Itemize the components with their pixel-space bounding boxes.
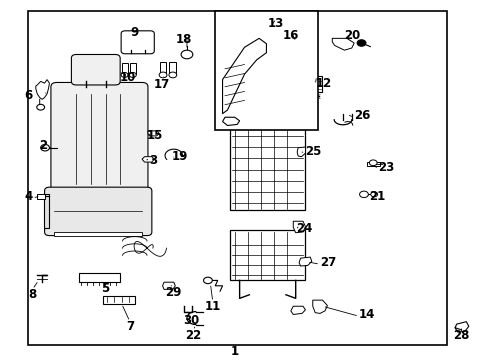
- Polygon shape: [297, 147, 305, 157]
- FancyBboxPatch shape: [51, 82, 148, 195]
- Circle shape: [293, 39, 301, 45]
- Polygon shape: [37, 194, 44, 199]
- Text: 17: 17: [153, 78, 169, 91]
- Polygon shape: [54, 232, 142, 235]
- Text: 23: 23: [378, 161, 394, 174]
- Circle shape: [368, 160, 376, 166]
- Bar: [366, 162, 379, 166]
- FancyBboxPatch shape: [44, 187, 152, 235]
- Text: 16: 16: [282, 30, 298, 42]
- Circle shape: [203, 277, 212, 284]
- Circle shape: [159, 72, 166, 78]
- Text: 25: 25: [305, 145, 321, 158]
- Text: 30: 30: [183, 315, 199, 328]
- Circle shape: [129, 72, 136, 77]
- FancyBboxPatch shape: [71, 54, 120, 85]
- Circle shape: [168, 72, 176, 78]
- Circle shape: [41, 144, 49, 151]
- Text: 21: 21: [368, 190, 385, 203]
- Bar: [27, 12, 446, 345]
- Bar: [229, 107, 305, 211]
- Text: 22: 22: [185, 329, 201, 342]
- Polygon shape: [148, 131, 159, 136]
- Circle shape: [121, 72, 128, 77]
- Polygon shape: [299, 257, 311, 266]
- Polygon shape: [43, 194, 49, 228]
- Bar: [103, 296, 135, 304]
- Bar: [229, 230, 305, 280]
- Bar: [79, 273, 120, 282]
- Polygon shape: [454, 321, 468, 332]
- Bar: [169, 62, 176, 74]
- Text: 15: 15: [147, 129, 163, 142]
- Text: 2: 2: [39, 139, 47, 152]
- Text: 5: 5: [101, 282, 109, 295]
- Text: 13: 13: [267, 17, 284, 30]
- Text: 3: 3: [149, 154, 157, 167]
- Circle shape: [356, 40, 365, 46]
- Polygon shape: [222, 117, 239, 126]
- Text: 26: 26: [353, 109, 370, 122]
- Polygon shape: [162, 282, 175, 289]
- Text: 27: 27: [320, 256, 336, 269]
- Polygon shape: [222, 39, 266, 114]
- Circle shape: [359, 191, 367, 198]
- Polygon shape: [36, 80, 49, 99]
- Bar: [159, 62, 166, 74]
- Text: 29: 29: [165, 286, 182, 299]
- Text: 10: 10: [120, 71, 136, 84]
- Circle shape: [370, 192, 377, 197]
- Text: 11: 11: [204, 300, 221, 313]
- Bar: [310, 76, 321, 92]
- Polygon shape: [142, 157, 154, 162]
- Bar: [215, 12, 317, 130]
- Polygon shape: [331, 39, 353, 50]
- Text: 8: 8: [28, 288, 37, 301]
- Bar: [130, 63, 136, 74]
- Polygon shape: [312, 300, 327, 314]
- Text: 7: 7: [125, 320, 134, 333]
- Text: 19: 19: [171, 150, 187, 163]
- Polygon shape: [290, 306, 305, 315]
- Text: 14: 14: [358, 308, 375, 321]
- Polygon shape: [293, 221, 305, 233]
- FancyBboxPatch shape: [121, 31, 154, 54]
- Text: 18: 18: [175, 33, 191, 46]
- Text: 1: 1: [230, 345, 238, 357]
- Text: 6: 6: [24, 89, 32, 102]
- Bar: [122, 63, 128, 74]
- Text: 4: 4: [24, 190, 32, 203]
- Text: 28: 28: [452, 329, 468, 342]
- Polygon shape: [285, 42, 300, 49]
- Text: 9: 9: [130, 26, 139, 39]
- Text: 24: 24: [295, 222, 311, 235]
- Circle shape: [37, 104, 44, 110]
- Text: 12: 12: [315, 77, 331, 90]
- Text: 20: 20: [343, 30, 359, 42]
- Circle shape: [181, 50, 192, 59]
